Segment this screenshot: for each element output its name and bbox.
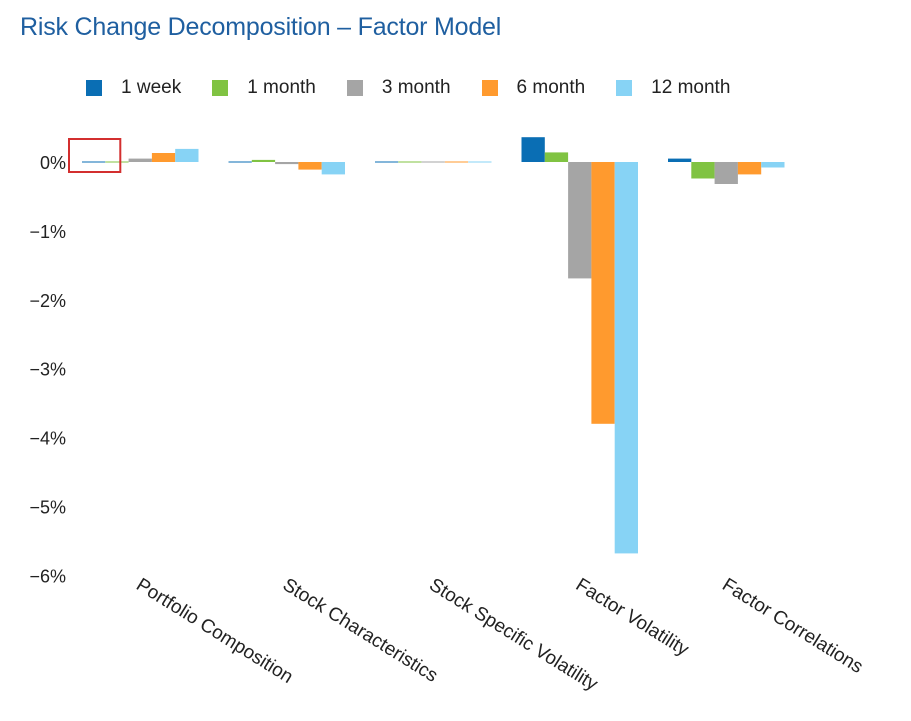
bar [151, 153, 176, 162]
category-label: Factor Correlations [718, 574, 866, 677]
bar [375, 161, 399, 163]
y-tick-label: 0% [40, 153, 66, 173]
bar [737, 162, 762, 175]
bar [251, 159, 276, 162]
legend-swatch [212, 80, 229, 96]
bar [421, 161, 445, 163]
bar [82, 161, 106, 163]
y-tick-label: −1% [29, 222, 66, 242]
y-tick-label: −5% [29, 498, 66, 518]
bar [275, 162, 299, 165]
bar [761, 162, 785, 168]
bar [444, 161, 469, 163]
legend-swatch [86, 80, 102, 96]
chart-title: Risk Change Decomposition – Factor Model [20, 13, 502, 41]
bar [398, 161, 422, 163]
y-tick-label: −6% [29, 566, 66, 586]
bar [568, 162, 592, 279]
bar [521, 137, 545, 162]
bar [128, 158, 152, 162]
legend-item: 1 week [86, 77, 181, 99]
bar [175, 148, 199, 162]
legend-item: 3 month [346, 77, 451, 99]
legend-label: 12 month [651, 77, 731, 98]
bar [544, 152, 569, 162]
legend-item: 12 month [616, 77, 730, 99]
legend-item: 1 month [212, 77, 316, 99]
legend-swatch [481, 80, 498, 96]
legend: 1 week 1 month 3 month 6 month 12 month [86, 77, 761, 99]
bar [691, 162, 715, 179]
category-label: Factor Volatility [572, 574, 693, 660]
bar [668, 158, 692, 162]
y-tick-label: −3% [29, 360, 66, 380]
category-label: Stock Characteristics [279, 574, 441, 686]
legend-label: 6 month [516, 77, 586, 98]
category-label: Portfolio Composition [132, 574, 296, 688]
bar [105, 161, 129, 163]
legend-swatch [616, 80, 633, 96]
y-tick-label: −4% [29, 429, 66, 449]
legend-swatch [346, 80, 363, 96]
legend-label: 1 week [121, 77, 182, 98]
y-tick-label: −2% [29, 291, 66, 311]
bar [228, 161, 252, 163]
bar [714, 162, 738, 184]
bar [298, 162, 322, 170]
legend-item: 6 month [481, 77, 586, 99]
bar [321, 162, 345, 175]
legend-label: 3 month [381, 77, 451, 98]
bar [468, 161, 492, 163]
highlight-box [68, 138, 122, 173]
legend-label: 1 month [247, 77, 316, 98]
bar [614, 162, 638, 554]
bar [591, 162, 615, 424]
